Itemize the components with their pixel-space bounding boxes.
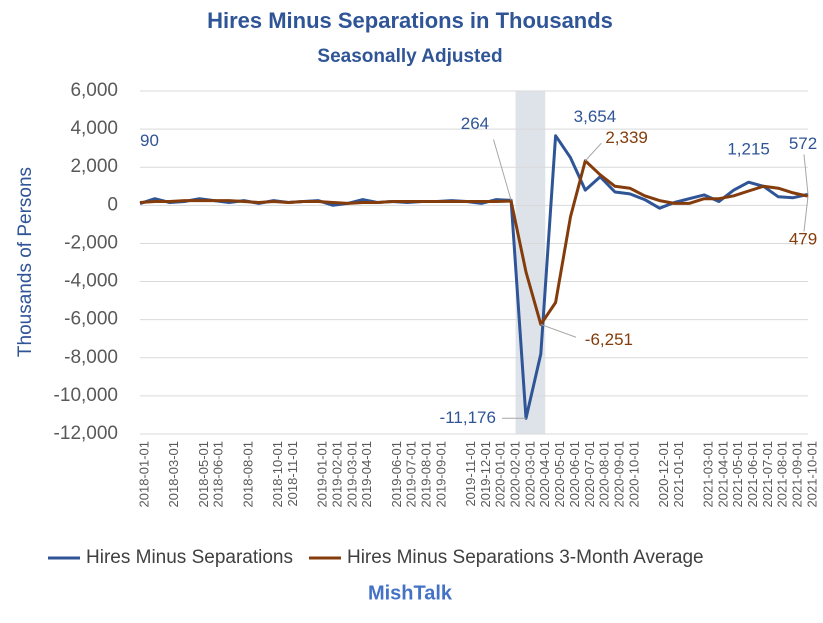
- leader-line: [803, 154, 809, 195]
- y-tick-label: 6,000: [70, 80, 118, 101]
- x-tick-label: 2020-04-01: [537, 441, 552, 508]
- x-tick-label: 2020-03-01: [522, 441, 537, 508]
- x-tick-label: 2020-09-01: [611, 441, 626, 508]
- x-tick-label: 2018-06-01: [211, 441, 226, 508]
- x-tick-label: 2020-10-01: [626, 441, 641, 508]
- x-tick-label: 2021-04-01: [715, 441, 730, 508]
- x-tick-label: 2021-09-01: [790, 441, 805, 508]
- y-tick-label: 0: [107, 194, 118, 215]
- y-tick-label: -6,000: [64, 309, 118, 330]
- leader-line: [493, 139, 512, 201]
- legend-label: Hires Minus Separations: [86, 547, 293, 568]
- x-tick-label: 2019-08-01: [418, 441, 433, 508]
- y-tick-label: 2,000: [70, 156, 118, 177]
- x-tick-label: 2019-04-01: [359, 441, 374, 508]
- x-tick-label: 2019-07-01: [404, 441, 419, 508]
- x-tick-label: 2020-01-01: [493, 441, 508, 508]
- y-tick-label: -12,000: [54, 423, 118, 444]
- x-tick-label: 2020-02-01: [508, 441, 523, 508]
- x-tick-label: 2020-12-01: [656, 441, 671, 508]
- x-tick-label: 2021-01-01: [671, 441, 686, 508]
- x-tick-label: 2018-05-01: [196, 441, 211, 508]
- y-tick-label: -8,000: [64, 347, 118, 368]
- data-label: -6,251: [585, 330, 633, 349]
- x-tick-label: 2019-03-01: [344, 441, 359, 508]
- y-tick-label: -4,000: [64, 271, 118, 292]
- legend-label: Hires Minus Separations 3-Month Average: [347, 547, 704, 568]
- x-tick-label: 2018-01-01: [136, 441, 151, 508]
- y-axis-label: Thousands of Persons: [15, 167, 36, 357]
- series-line: [139, 159, 809, 326]
- y-tick-label: 4,000: [70, 118, 118, 139]
- x-tick-label: 2019-09-01: [433, 441, 448, 508]
- data-label: 479: [789, 230, 817, 249]
- x-tick-label: 2019-01-01: [315, 441, 330, 508]
- x-tick-label: 2021-03-01: [701, 441, 716, 508]
- x-tick-label: 2020-06-01: [567, 441, 582, 508]
- x-tick-label: 2021-10-01: [804, 441, 819, 508]
- leader-line: [803, 196, 809, 232]
- x-tick-label: 2019-02-01: [329, 441, 344, 508]
- leader-line: [584, 142, 602, 162]
- x-tick-label: 2020-08-01: [597, 441, 612, 508]
- recession-shade: [515, 91, 546, 434]
- x-tick-label: 2018-08-01: [240, 441, 255, 508]
- chart-title: Hires Minus Separations in Thousands: [207, 8, 613, 33]
- x-tick-label: 2020-07-01: [582, 441, 597, 508]
- x-tick-label: 2021-08-01: [775, 441, 790, 508]
- data-label: 264: [461, 114, 489, 133]
- leader-line: [540, 323, 577, 338]
- data-label: 572: [789, 134, 817, 153]
- y-tick-label: -2,000: [64, 232, 118, 253]
- x-tick-label: 2019-06-01: [389, 441, 404, 508]
- chart-subtitle: Seasonally Adjusted: [317, 46, 502, 67]
- data-label: -11,176: [440, 408, 496, 427]
- data-label: 2,339: [605, 128, 648, 147]
- x-tick-label: 2018-11-01: [285, 441, 300, 507]
- data-label: 90: [140, 131, 159, 150]
- x-tick-label: 2018-10-01: [270, 441, 285, 508]
- x-tick-label: 2021-05-01: [730, 441, 745, 508]
- footer: MishTalk: [368, 582, 453, 604]
- x-tick-label: 2019-12-01: [478, 441, 493, 508]
- x-tick-label: 2020-05-01: [552, 441, 567, 508]
- x-tick-label: 2019-11-01: [463, 441, 478, 507]
- data-label: 3,654: [574, 107, 617, 126]
- y-tick-label: -10,000: [54, 385, 118, 406]
- x-tick-label: 2018-03-01: [166, 441, 181, 508]
- x-tick-label: 2021-07-01: [760, 441, 775, 508]
- data-label: 1,215: [727, 140, 770, 159]
- x-tick-label: 2021-06-01: [745, 441, 760, 508]
